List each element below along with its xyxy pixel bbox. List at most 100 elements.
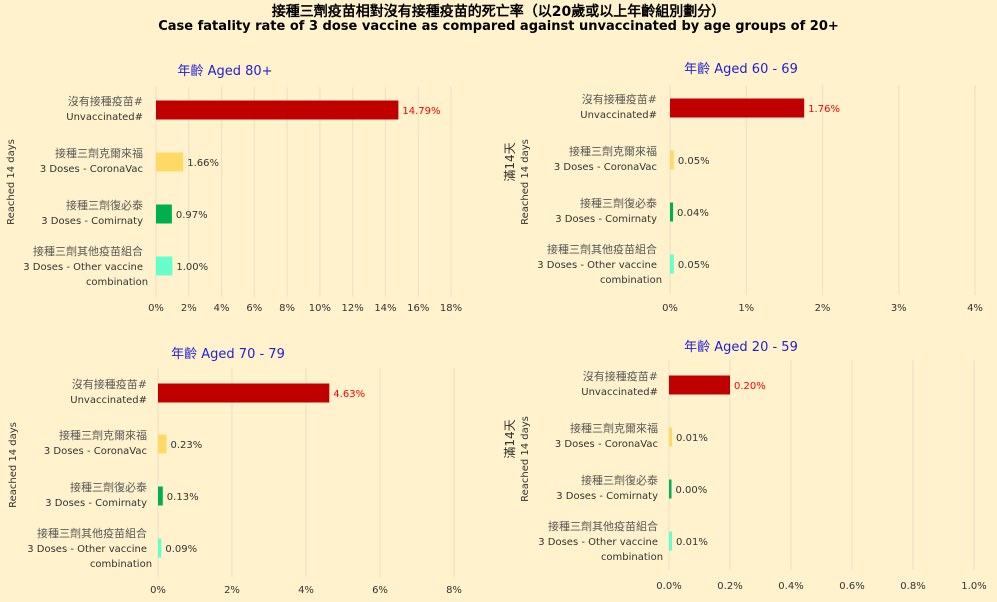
x-tick-label: 0.6% [839,581,864,592]
data-label: 0.97% [176,210,208,221]
data-label: 0.04% [677,208,709,219]
chart-aged-60-69: 0% 1% 2% 3% 4% 年齡 Aged 60 - 69 Reached 14 days… [503,62,983,314]
y-axis-label: Reached 14 days [520,139,531,225]
page-subtitle: Case fatality rate of 3 dose vaccine as … [158,19,839,34]
category-label-zh: 接種三劑克爾來福 [569,144,657,158]
x-tick-label: 2% [224,585,240,596]
x-tick-label: 2% [815,303,831,314]
x-tick-label: 16% [407,303,429,314]
x-tick-label: 6% [246,303,262,314]
category-label-en: 3 Doses - Comirnaty [555,214,657,225]
x-tick-label: 0% [148,303,164,314]
bar-other [670,254,674,274]
x-tick-label: 4% [298,585,314,596]
x-tick-label: 3% [891,303,907,314]
data-label: 1.76% [808,104,840,115]
bar-coronavac [156,152,184,172]
x-tick-label: 10% [309,303,331,314]
data-label: 0.09% [165,544,197,555]
category-label-en-2: combination [601,552,663,563]
x-tick-label: 18% [440,303,462,314]
category-label-zh: 沒有接種疫苗# [583,369,658,383]
y-axis-label: Reached 14 days [6,139,17,225]
category-label-zh: 接種三劑其他疫苗組合 [37,526,147,540]
category-label-en-2: combination [86,277,148,288]
x-tick-label: 8% [279,303,295,314]
bar-coronavac [158,434,167,454]
bar-other [156,256,173,276]
bar-unvaccinated [670,98,805,118]
x-tick-label: 8% [446,585,462,596]
data-label: 0.01% [676,537,708,548]
bar-other [669,531,673,551]
bar-unvaccinated [158,383,330,403]
category-label-zh: 接種三劑復必泰 [66,198,143,212]
data-label: 0.01% [676,433,708,444]
chart-aged-20-59: 0.0% 0.2% 0.4% 0.6% 0.8% 1.0% 年齡 Aged 20 - 59 R… [503,340,987,592]
category-label-zh: 接種三劑其他疫苗組合 [33,244,143,258]
category-label-zh: 沒有接種疫苗# [72,377,147,391]
x-tick-label: 4% [214,303,230,314]
x-tick-label: 4% [967,303,983,314]
bar-comirnaty [156,204,172,224]
category-label-en: 3 Doses - Comirnaty [41,216,143,227]
x-tick-label: 0.8% [900,581,925,592]
x-tick-label: 0% [150,585,166,596]
category-label-en: 3 Doses - CoronaVac [555,439,658,450]
category-label-en-2: combination [600,275,662,286]
data-label: 4.63% [333,389,365,400]
y-axis-label-zh: 滿14天 [503,142,517,181]
bar-comirnaty [158,486,163,506]
category-label-zh: 接種三劑其他疫苗組合 [548,519,658,533]
category-label-en: 3 Doses - CoronaVac [44,446,147,457]
panel-title: 年齡 Aged 80+ [177,64,272,79]
category-label-zh: 接種三劑克爾來福 [570,421,658,435]
x-tick-label: 12% [342,303,364,314]
category-label-en: Unvaccinated# [581,387,658,398]
y-axis-label: Reached 14 days [8,422,19,508]
page-title: 接種三劑疫苗相對沒有接種疫苗的死亡率（以20歲或以上年齡組別劃分） [271,4,726,20]
data-label: 0.23% [171,440,203,451]
category-label-en: 3 Doses - Other vaccine [27,544,147,555]
x-tick-label: 1% [738,303,754,314]
category-label-zh: 沒有接種疫苗# [582,92,657,106]
panel-title: 年齡 Aged 70 - 79 [171,347,285,362]
category-label-en: 3 Doses - Other vaccine [537,260,657,271]
x-tick-label: 0.4% [778,581,803,592]
category-label-zh: 接種三劑克爾來福 [55,146,143,160]
category-label-zh: 接種三劑克爾來福 [59,428,147,442]
data-label: 0.20% [734,381,766,392]
category-label-zh: 沒有接種疫苗# [68,94,143,108]
data-label: 0.00% [676,485,708,496]
chart-aged-80-plus: 0% 2% 4% 6% 8% 10% 12% 14% 16% 18% 年齡 Aged 80+ Reac… [6,64,462,314]
category-label-en: Unvaccinated# [580,110,657,121]
category-label-zh: 接種三劑復必泰 [70,480,147,494]
y-axis-label: Reached 14 days [520,416,531,502]
bar-coronavac [670,150,674,170]
data-label: 0.05% [678,156,710,167]
bar-comirnaty [669,479,672,499]
category-label-en: Unvaccinated# [70,395,147,406]
bar-comirnaty [670,202,674,222]
x-tick-label: 0.0% [656,581,681,592]
category-label-en: 3 Doses - Other vaccine [23,262,143,273]
x-tick-label: 1.0% [961,581,986,592]
chart-aged-70-79: 0% 2% 4% 6% 8% 年齡 Aged 70 - 79 Reached 14 days… [8,347,462,596]
x-tick-label: 6% [372,585,388,596]
data-label: 1.00% [176,262,208,273]
panel-title: 年齡 Aged 20 - 59 [684,340,798,355]
panel-title: 年齡 Aged 60 - 69 [684,62,798,77]
x-tick-label: 0.2% [717,581,742,592]
data-label: 0.05% [678,260,710,271]
data-label: 0.13% [167,492,199,503]
x-tick-label: 0% [662,303,678,314]
category-label-en: 3 Doses - Other vaccine [538,537,658,548]
category-label-zh: 接種三劑復必泰 [580,196,657,210]
x-tick-label: 2% [181,303,197,314]
x-tick-label: 14% [374,303,396,314]
bar-other [158,538,162,558]
bar-coronavac [669,427,673,447]
category-label-en: Unvaccinated# [66,112,143,123]
category-label-zh: 接種三劑其他疫苗組合 [547,242,657,256]
category-label-en: 3 Doses - CoronaVac [40,164,143,175]
